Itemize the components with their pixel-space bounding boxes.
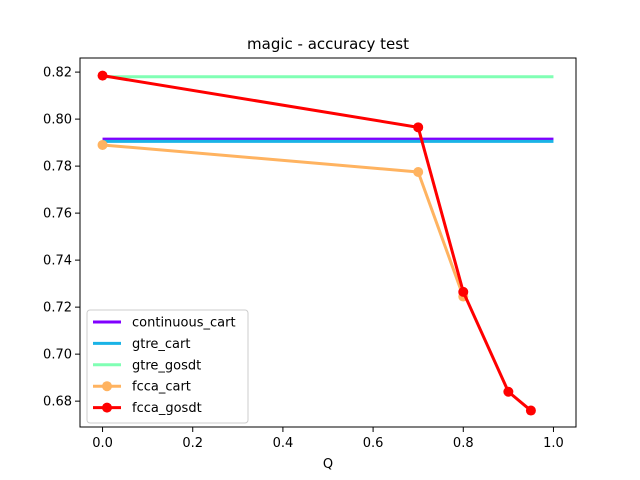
legend: continuous_cart gtre_cart gtre_gosdt fcca_c…: [86, 309, 249, 424]
legend-marker: [102, 381, 112, 392]
x-tick-label: 0.4: [273, 436, 294, 451]
series-point-fcca-cart: [413, 166, 424, 177]
series-point-fcca-gosdt: [525, 405, 536, 416]
x-tick-label: 1.0: [543, 436, 564, 451]
y-tick-label: 0.80: [43, 113, 72, 128]
y-tick-label: 0.74: [43, 254, 72, 269]
plot-frame: [79, 57, 577, 428]
y-tick-label: 0.72: [43, 301, 72, 316]
x-axis: 0.0 0.2 0.4 0.6 0.8 1.0: [92, 427, 564, 451]
chart-title: magic - accuracy test: [247, 35, 409, 53]
x-tick-label: 0.6: [363, 436, 384, 451]
x-tick-label: 0.2: [182, 436, 203, 451]
series-layer: [97, 70, 554, 416]
series-point-fcca-gosdt: [503, 386, 514, 397]
x-axis-label: Q: [323, 457, 333, 472]
x-tick-label: 0.8: [453, 436, 474, 451]
y-tick-label: 0.68: [43, 395, 72, 410]
y-tick-label: 0.76: [43, 207, 72, 222]
x-tick-label: 0.0: [92, 436, 113, 451]
series-point-fcca-gosdt: [458, 286, 469, 297]
series-point-fcca-cart: [97, 139, 108, 150]
y-tick-label: 0.70: [43, 348, 72, 363]
legend-label: continuous_cart: [132, 316, 236, 331]
legend-label: fcca_gosdt: [132, 401, 202, 416]
y-tick-label: 0.82: [43, 66, 72, 81]
legend-box: [86, 309, 249, 424]
series-point-fcca-gosdt: [413, 122, 424, 133]
y-axis: 0.68 0.70 0.72 0.74 0.76 0.78 0.80 0.82: [43, 66, 80, 410]
y-tick-label: 0.78: [43, 160, 72, 175]
legend-label: fcca_cart: [132, 380, 191, 395]
legend-marker: [102, 402, 112, 413]
legend-label: gtre_cart: [132, 337, 190, 352]
legend-label: gtre_gosdt: [132, 358, 201, 373]
series-point-fcca-gosdt: [97, 70, 108, 81]
